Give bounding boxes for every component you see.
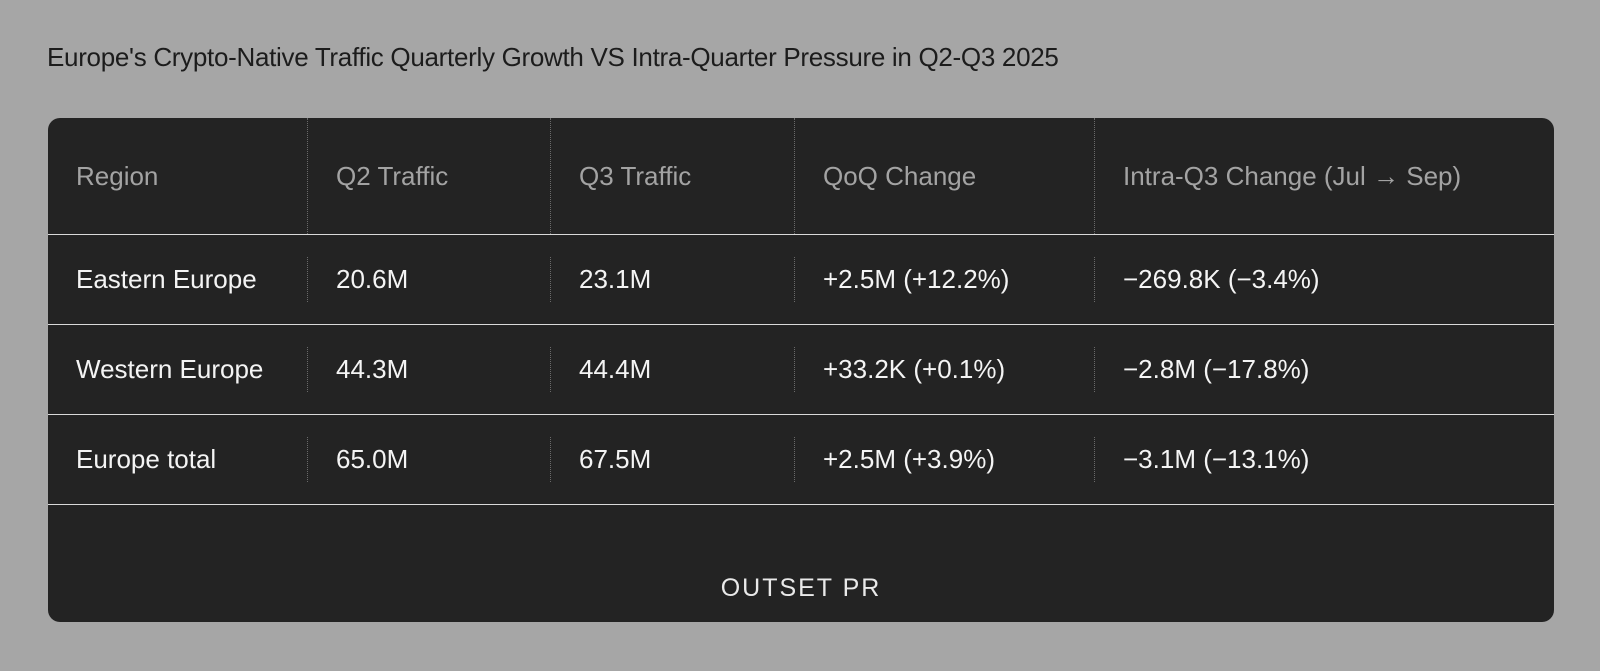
cell-intra-q3-change: −269.8K (−3.4%) — [1095, 234, 1554, 325]
cell-q2-traffic: 65.0M — [308, 414, 551, 505]
cell-q2-traffic: 44.3M — [308, 324, 551, 415]
table-row: Eastern Europe 20.6M 23.1M +2.5M (+12.2%… — [48, 234, 1554, 325]
cell-region: Eastern Europe — [48, 234, 308, 325]
data-table: Region Q2 Traffic Q3 Traffic QoQ Change … — [48, 118, 1554, 505]
cell-intra-q3-change: −2.8M (−17.8%) — [1095, 324, 1554, 415]
brand-logo: OUTSET PR — [720, 574, 882, 602]
cell-q3-traffic: 44.4M — [551, 324, 795, 415]
table-row: Europe total 65.0M 67.5M +2.5M (+3.9%) −… — [48, 414, 1554, 505]
page-title: Europe's Crypto-Native Traffic Quarterly… — [47, 42, 1059, 72]
column-header-region: Region — [48, 118, 308, 235]
column-header-q2-traffic: Q2 Traffic — [308, 118, 551, 235]
column-header-q3-traffic: Q3 Traffic — [551, 118, 795, 235]
cell-q3-traffic: 67.5M — [551, 414, 795, 505]
column-header-qoq-change: QoQ Change — [795, 118, 1095, 235]
cell-qoq-change: +33.2K (+0.1%) — [795, 324, 1095, 415]
column-header-intra-q3-change: Intra-Q3 Change (Jul → Sep) — [1095, 118, 1554, 235]
cell-qoq-change: +2.5M (+3.9%) — [795, 414, 1095, 505]
cell-q3-traffic: 23.1M — [551, 234, 795, 325]
cell-region: Europe total — [48, 414, 308, 505]
cell-region: Western Europe — [48, 324, 308, 415]
table-header-row: Region Q2 Traffic Q3 Traffic QoQ Change … — [48, 118, 1554, 235]
table-row: Western Europe 44.3M 44.4M +33.2K (+0.1%… — [48, 324, 1554, 415]
table-card: Region Q2 Traffic Q3 Traffic QoQ Change … — [48, 118, 1554, 622]
cell-qoq-change: +2.5M (+12.2%) — [795, 234, 1095, 325]
cell-intra-q3-change: −3.1M (−13.1%) — [1095, 414, 1554, 505]
cell-q2-traffic: 20.6M — [308, 234, 551, 325]
